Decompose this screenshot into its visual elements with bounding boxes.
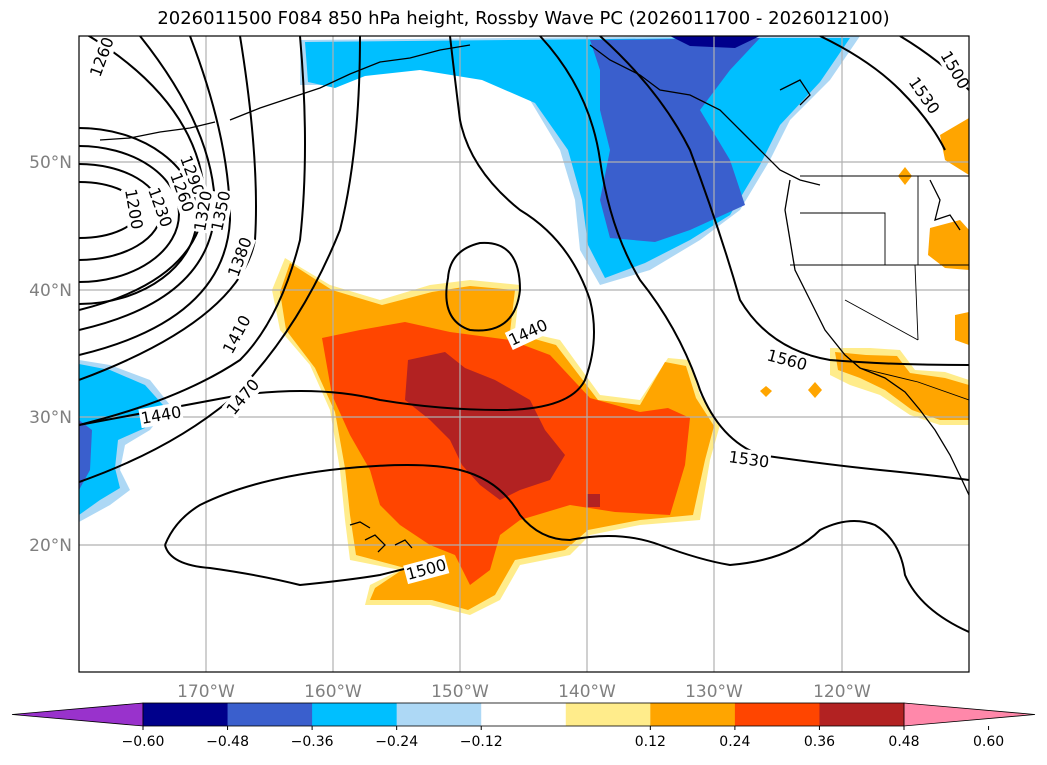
lat-tick: 40°N <box>29 281 72 301</box>
contour-labels: 1260 1290 1260 1230 1200 1320 1350 1380 … <box>85 36 969 585</box>
positive-anomaly-small-2 <box>808 382 822 398</box>
lat-tick: 20°N <box>29 536 72 556</box>
colorbar-extend-high <box>903 702 1036 727</box>
positive-anomaly-ne-orange <box>940 118 969 175</box>
negative-anomaly-west-cyan <box>79 364 163 515</box>
lat-tick-labels: 50°N 40°N 30°N 20°N <box>29 153 72 556</box>
negative-anomaly-blue <box>590 38 760 242</box>
colorbar-extend-low <box>11 702 144 727</box>
colorbar-segment <box>312 703 398 726</box>
map-gridlines <box>79 36 969 672</box>
colorbar: −0.60 −0.48 −0.36 −0.24 −0.12 0.12 0.24 0.36 0.4… <box>11 702 1036 750</box>
colorbar-segment <box>819 703 905 726</box>
map-fields: 1260 1290 1260 1230 1200 1320 1350 1380 … <box>79 36 969 672</box>
colorbar-frame <box>142 702 905 727</box>
colorbar-segment <box>396 703 482 726</box>
colorbar-tick-label: −0.48 <box>206 734 249 750</box>
lat-tick: 30°N <box>29 408 72 428</box>
colorbar-tick-label: −0.36 <box>291 734 334 750</box>
colorbar-tick-label: −0.12 <box>460 734 503 750</box>
colorbar-segment <box>481 703 567 726</box>
state-borders <box>790 175 969 401</box>
lon-tick: 160°W <box>304 682 362 702</box>
colorbar-tick-label: 0.36 <box>804 734 835 750</box>
negative-anomaly-navy <box>670 36 760 48</box>
map-frame <box>78 35 970 673</box>
lon-tick: 140°W <box>558 682 616 702</box>
positive-anomaly-inland2-orange <box>955 312 969 345</box>
colorbar-tick-label: 0.12 <box>635 734 666 750</box>
lon-tick-labels: 170°W 160°W 150°W 140°W 130°W 120°W <box>177 682 871 702</box>
lat-tick: 50°N <box>29 153 72 173</box>
positive-anomaly-ca-orange <box>835 352 969 420</box>
lon-tick: 150°W <box>431 682 489 702</box>
colorbar-segment <box>143 703 229 726</box>
colorbar-tick-label: 0.48 <box>888 734 919 750</box>
positive-anomaly-darkred-spot <box>587 494 600 507</box>
colorbar-segment <box>650 703 736 726</box>
positive-anomaly-small-1 <box>760 386 772 397</box>
map-title: 2026011500 F084 850 hPa height, Rossby W… <box>157 8 890 29</box>
colorbar-tick-label: −0.24 <box>375 734 418 750</box>
colorbar-tick-label: 0.24 <box>719 734 750 750</box>
colorbar-segment <box>734 703 820 726</box>
lon-tick: 130°W <box>685 682 743 702</box>
lon-tick: 120°W <box>813 682 871 702</box>
positive-anomaly-inland-orange <box>928 220 969 270</box>
colorbar-tick-label: 0.60 <box>973 734 1004 750</box>
negative-anomaly-west-blue <box>79 420 92 490</box>
colorbar-segment <box>565 703 651 726</box>
lon-tick: 170°W <box>177 682 235 702</box>
positive-anomaly-darkred <box>405 352 565 500</box>
colorbar-tick-label: −0.60 <box>122 734 165 750</box>
colorbar-segment <box>227 703 313 726</box>
